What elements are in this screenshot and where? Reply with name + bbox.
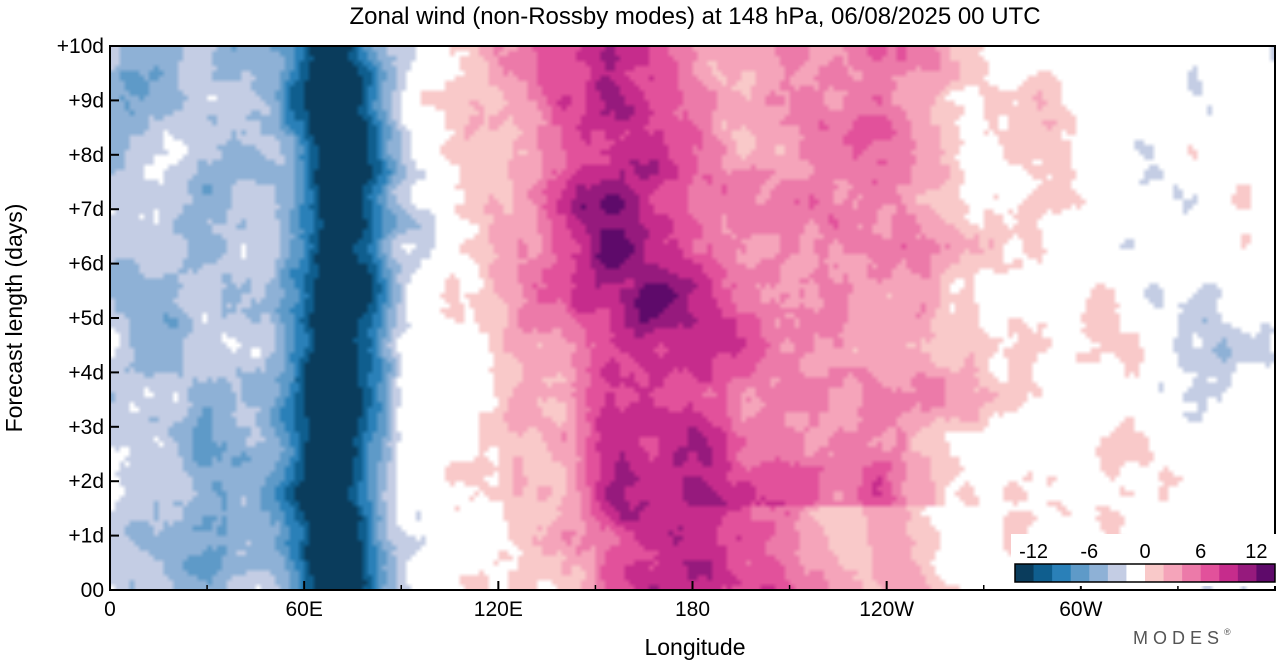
y-axis-label: Forecast length (days) <box>1 204 27 433</box>
y-tick-label: +5d <box>68 307 104 330</box>
x-tick-label: 120E <box>474 598 523 621</box>
colorbar-label: -12 <box>1019 541 1048 563</box>
colorbar-swatch <box>1107 564 1127 582</box>
colorbar-label: 12 <box>1245 541 1267 563</box>
colorbar-label: -6 <box>1080 541 1098 563</box>
colorbar: -12 -6 0 6 12 <box>1011 534 1279 586</box>
colorbar-swatch <box>1237 564 1257 582</box>
y-tick-label: +9d <box>68 89 104 112</box>
colorbar-swatch <box>1200 564 1220 582</box>
watermark-text: MODES <box>1133 628 1224 648</box>
colorbar-swatch <box>1015 564 1034 582</box>
x-tick-label: 120W <box>859 598 914 621</box>
colorbar-swatch <box>1033 564 1053 582</box>
colorbar-swatch <box>1163 564 1183 582</box>
y-tick-label: +2d <box>68 470 104 493</box>
y-tick-label: +4d <box>68 361 104 384</box>
colorbar-swatch <box>1256 564 1276 582</box>
x-tick-label: 60W <box>1059 598 1102 621</box>
x-tick-label: 180 <box>675 598 710 621</box>
y-tick-label: +1d <box>68 525 104 548</box>
y-tick-label: +6d <box>68 253 104 276</box>
colorbar-swatch <box>1145 564 1164 582</box>
colorbar-swatch <box>1089 564 1109 582</box>
modes-watermark: MODES® <box>1133 627 1231 648</box>
colorbar-swatch <box>1126 564 1146 582</box>
zonal-wind-heatmap <box>110 46 1275 590</box>
chart-title: Zonal wind (non-Rossby modes) at 148 hPa… <box>349 3 1040 30</box>
x-axis-label: Longitude <box>644 634 745 660</box>
colorbar-label: 6 <box>1195 541 1206 563</box>
x-axis: 0 60E 120E 180 120W 60W <box>104 581 1179 621</box>
watermark-registered-mark: ® <box>1224 627 1231 637</box>
y-tick-label: +10d <box>57 35 104 58</box>
y-tick-label: +8d <box>68 144 104 167</box>
plot-area <box>110 46 1275 590</box>
y-tick-label: 00 <box>81 579 104 602</box>
colorbar-swatch <box>1052 564 1072 582</box>
colorbar-label: 0 <box>1139 541 1150 563</box>
x-tick-label: 0 <box>104 598 116 621</box>
colorbar-swatch <box>1182 564 1202 582</box>
y-tick-label: +7d <box>68 198 104 221</box>
x-tick-label: 60E <box>285 598 322 621</box>
y-axis: 00 +1d +2d +3d +4d +5d +6d +7d +8d +9d +10d <box>57 35 119 602</box>
colorbar-frame <box>1014 563 1276 583</box>
colorbar-swatch <box>1219 564 1239 582</box>
colorbar-swatch <box>1070 564 1090 582</box>
y-tick-label: +3d <box>68 416 104 439</box>
